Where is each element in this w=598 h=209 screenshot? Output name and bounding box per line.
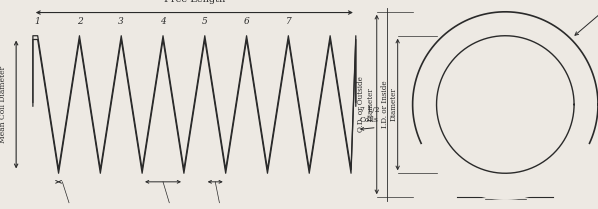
Text: Free Length: Free Length: [164, 0, 225, 4]
Text: 4: 4: [160, 17, 166, 26]
Text: I.D. or Inside
Diameter: I.D. or Inside Diameter: [381, 81, 398, 128]
Text: 7: 7: [285, 17, 291, 26]
Text: O.D. or Outside
Diameter: O.D. or Outside Diameter: [358, 76, 374, 133]
Text: 3: 3: [118, 17, 124, 26]
Text: 1: 1: [35, 17, 41, 26]
Text: 7 1/2
Coils: 7 1/2 Coils: [360, 106, 380, 124]
Text: 6: 6: [244, 17, 249, 26]
Text: Mean Coil Diameter: Mean Coil Diameter: [0, 66, 7, 143]
Text: 2: 2: [77, 17, 83, 26]
Text: 5: 5: [202, 17, 208, 26]
